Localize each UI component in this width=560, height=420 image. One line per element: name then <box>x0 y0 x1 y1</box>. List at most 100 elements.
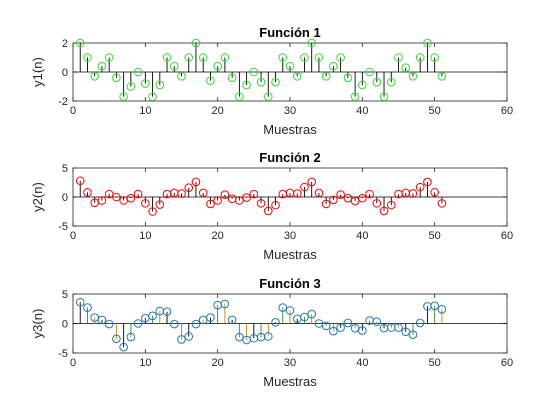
stem-marker <box>75 176 85 186</box>
y-axis-label: y2(n) <box>30 182 45 212</box>
stem-marker <box>83 188 92 197</box>
stem-marker <box>191 38 201 48</box>
x-tick-label: 20 <box>212 105 224 117</box>
y-tick-label: -5 <box>58 348 68 360</box>
x-tick-label: 50 <box>429 357 441 369</box>
stem-marker <box>220 190 230 199</box>
subplot-title: Función 1 <box>259 25 320 40</box>
stem-marker <box>112 334 121 344</box>
stem-marker <box>285 306 295 315</box>
stem-marker <box>242 80 251 90</box>
stem-marker <box>155 80 165 90</box>
stem-marker <box>329 61 338 71</box>
stem-marker <box>372 317 382 327</box>
stem-marker <box>401 63 411 72</box>
stem-marker <box>379 92 389 101</box>
x-axis-label: Muestras <box>263 122 317 137</box>
stem-marker <box>401 327 411 337</box>
stem-marker <box>372 77 382 87</box>
stem-marker <box>430 301 439 311</box>
x-tick-label: 40 <box>356 230 368 242</box>
stem-marker <box>358 80 367 90</box>
stem-marker <box>336 323 345 332</box>
stem-marker <box>307 309 317 319</box>
x-tick-label: 10 <box>139 230 151 242</box>
x-tick-label: 20 <box>212 230 224 242</box>
stem-marker <box>133 319 143 328</box>
stem-marker <box>191 177 201 187</box>
stem-marker <box>177 335 186 344</box>
stem-marker <box>141 199 150 208</box>
stem-marker <box>227 73 237 83</box>
stem-marker <box>292 189 302 198</box>
stem-marker <box>358 193 367 203</box>
stem-marker <box>90 72 99 81</box>
stem-marker <box>162 53 172 62</box>
stem-marker <box>336 53 345 62</box>
stem-marker <box>358 326 367 335</box>
stem-marker <box>191 319 201 329</box>
stem-marker <box>83 303 92 312</box>
stem-marker <box>184 332 194 341</box>
x-tick-label: 50 <box>429 230 441 242</box>
stem-marker <box>300 312 309 322</box>
stem-marker <box>235 92 244 101</box>
stem-marker <box>133 67 143 77</box>
y-tick-label: 5 <box>62 163 68 175</box>
stem-marker <box>104 189 114 199</box>
stem-marker <box>169 61 179 71</box>
stem-marker <box>437 72 447 81</box>
x-tick-label: 30 <box>284 357 296 369</box>
stem-marker <box>437 199 447 208</box>
subplot-title: Función 3 <box>259 276 320 291</box>
stem-marker <box>329 326 338 336</box>
stem-marker <box>271 318 280 327</box>
stem-marker <box>235 332 244 342</box>
stem-marker <box>97 315 107 325</box>
stem-marker <box>97 61 107 71</box>
stem-marker <box>213 61 222 71</box>
stem-marker <box>184 183 194 193</box>
stem-marker <box>249 189 259 199</box>
stem-marker <box>141 79 150 88</box>
stem-marker <box>249 67 259 77</box>
stem-marker <box>415 318 425 328</box>
stem-marker <box>83 53 92 62</box>
stem-marker <box>271 200 280 210</box>
stem-marker <box>177 72 186 81</box>
stem-marker <box>119 342 128 352</box>
stem-marker <box>177 189 186 198</box>
y-tick-label: -2 <box>58 96 68 108</box>
stem-marker <box>278 53 288 62</box>
stem-marker <box>350 92 360 101</box>
x-tick-label: 0 <box>70 105 76 117</box>
y-axis-label: y1(n) <box>30 57 45 87</box>
stem-marker <box>292 72 302 81</box>
x-tick-label: 50 <box>429 105 441 117</box>
x-tick-label: 60 <box>501 105 513 117</box>
stem-marker <box>198 188 208 198</box>
stem-marker <box>126 82 136 91</box>
stem-marker <box>112 73 121 83</box>
y-tick-label: 5 <box>62 289 68 301</box>
stem-marker <box>336 190 345 199</box>
x-tick-label: 40 <box>356 105 368 117</box>
stem-marker <box>408 330 418 340</box>
x-tick-label: 10 <box>139 105 151 117</box>
stem-marker <box>386 200 396 210</box>
stem-marker <box>365 67 374 77</box>
stem-marker <box>126 332 136 342</box>
x-tick-label: 0 <box>70 230 76 242</box>
stem-marker <box>307 177 317 187</box>
stem-marker <box>394 323 403 332</box>
stem-marker <box>365 189 374 199</box>
stem-marker <box>343 73 353 83</box>
stem-marker <box>198 53 208 62</box>
stem-marker <box>278 303 288 312</box>
x-tick-label: 0 <box>70 357 76 369</box>
y-tick-label: 2 <box>62 38 68 50</box>
stem-marker <box>206 76 215 85</box>
